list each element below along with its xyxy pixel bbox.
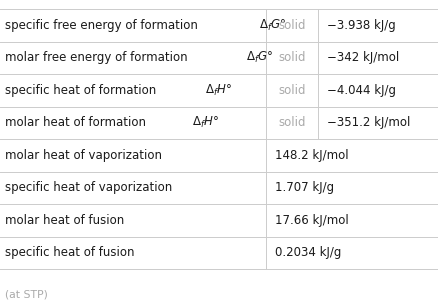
Text: $\Delta_f G°$: $\Delta_f G°$ bbox=[258, 18, 286, 33]
Text: specific heat of vaporization: specific heat of vaporization bbox=[5, 181, 172, 194]
Text: molar heat of formation: molar heat of formation bbox=[5, 116, 150, 129]
Text: specific heat of fusion: specific heat of fusion bbox=[5, 246, 134, 259]
Text: $\Delta_f H°$: $\Delta_f H°$ bbox=[205, 83, 232, 98]
Text: specific heat of formation: specific heat of formation bbox=[5, 84, 160, 97]
Text: solid: solid bbox=[278, 84, 305, 97]
Text: solid: solid bbox=[278, 19, 305, 32]
Text: molar free energy of formation: molar free energy of formation bbox=[5, 51, 191, 64]
Text: −3.938 kJ/g: −3.938 kJ/g bbox=[326, 19, 395, 32]
Text: 17.66 kJ/mol: 17.66 kJ/mol bbox=[275, 214, 348, 227]
Text: specific free energy of formation: specific free energy of formation bbox=[5, 19, 201, 32]
Text: $\Delta_f H°$: $\Delta_f H°$ bbox=[191, 115, 219, 130]
Text: 148.2 kJ/mol: 148.2 kJ/mol bbox=[275, 149, 348, 162]
Text: molar heat of vaporization: molar heat of vaporization bbox=[5, 149, 162, 162]
Text: −4.044 kJ/g: −4.044 kJ/g bbox=[326, 84, 395, 97]
Text: (at STP): (at STP) bbox=[5, 289, 48, 299]
Text: molar heat of fusion: molar heat of fusion bbox=[5, 214, 124, 227]
Text: $\Delta_f G°$: $\Delta_f G°$ bbox=[245, 50, 272, 65]
Text: solid: solid bbox=[278, 51, 305, 64]
Text: 1.707 kJ/g: 1.707 kJ/g bbox=[275, 181, 334, 194]
Text: solid: solid bbox=[278, 116, 305, 129]
Text: 0.2034 kJ/g: 0.2034 kJ/g bbox=[275, 246, 341, 259]
Text: −351.2 kJ/mol: −351.2 kJ/mol bbox=[326, 116, 410, 129]
Text: −342 kJ/mol: −342 kJ/mol bbox=[326, 51, 399, 64]
